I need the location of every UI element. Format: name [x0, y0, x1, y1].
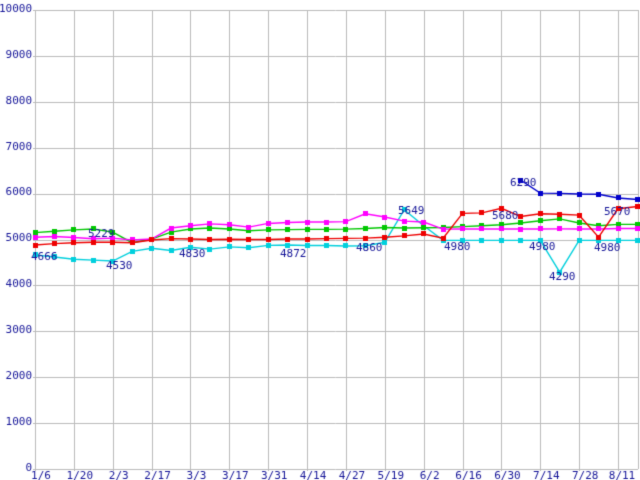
chart-canvas — [0, 0, 640, 480]
line-chart — [0, 0, 640, 480]
